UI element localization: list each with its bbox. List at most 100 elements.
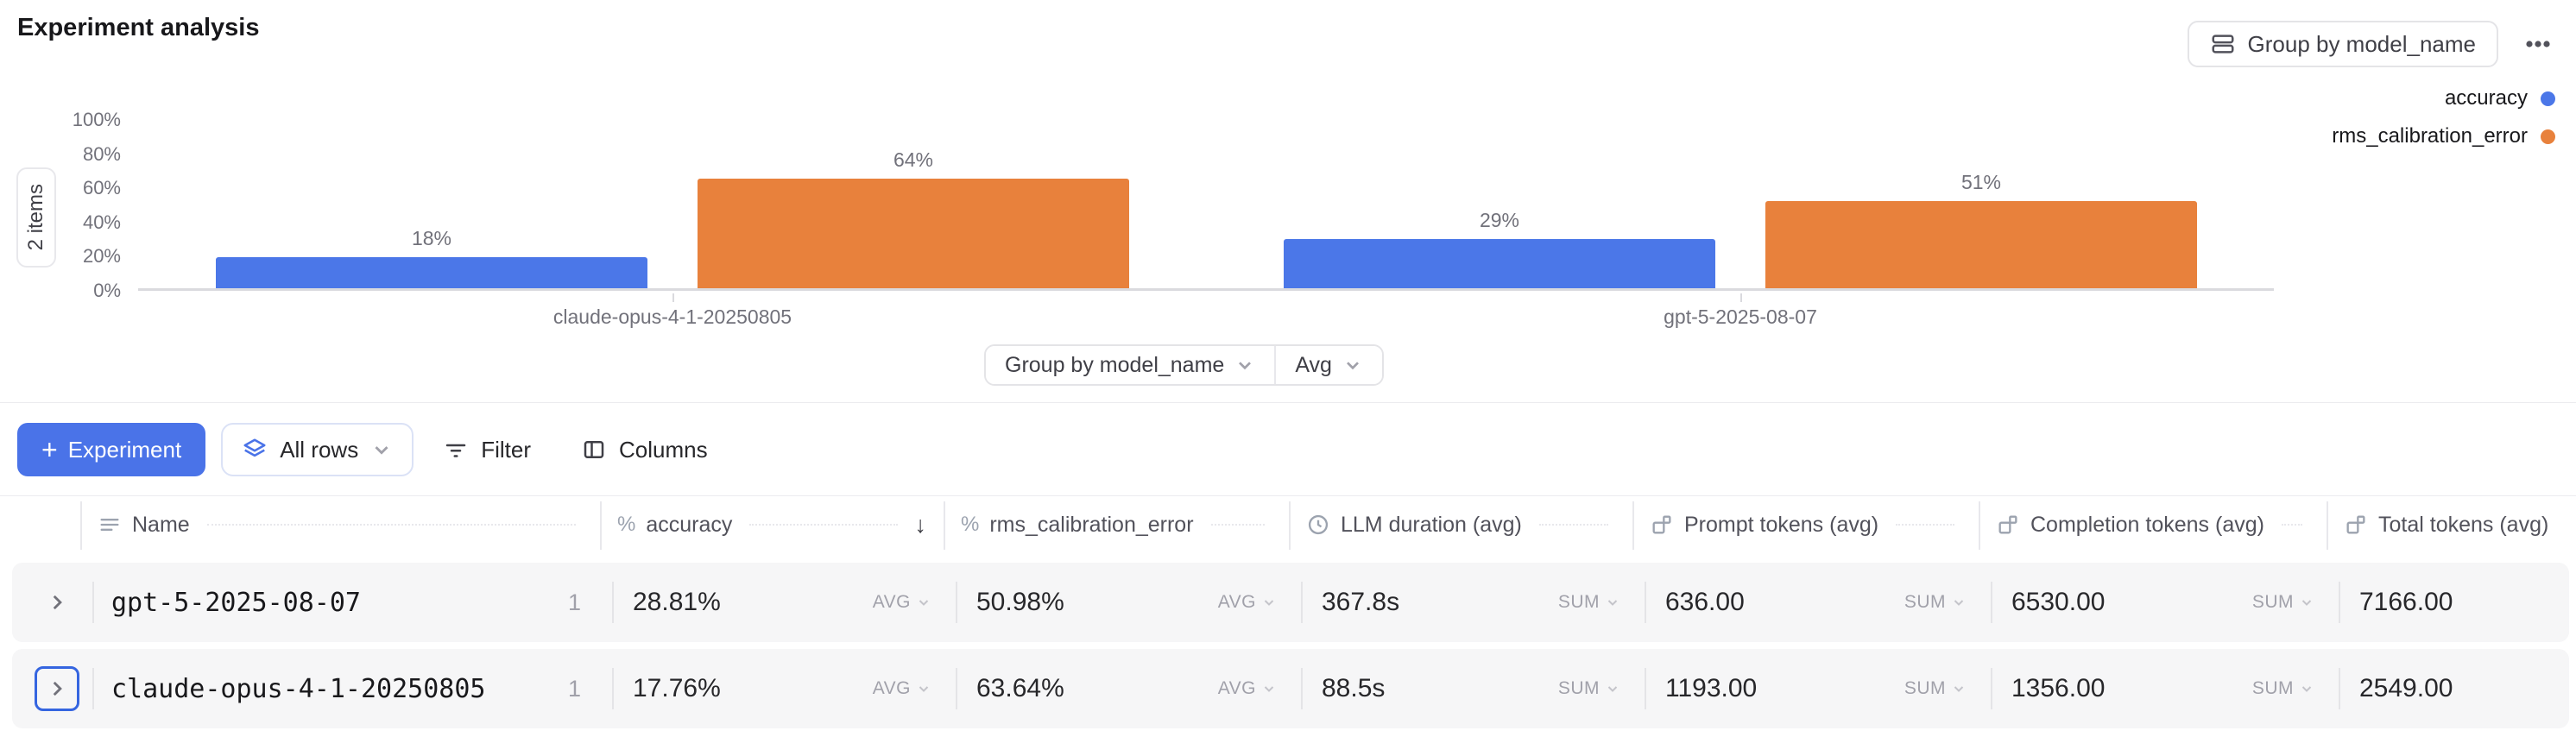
filter-label: Filter	[481, 436, 531, 463]
legend-label: rms_calibration_error	[2332, 124, 2528, 148]
y-axis-labels: 0% 20% 40% 60% 80% 100%	[0, 109, 121, 301]
cell-value: 88.5s	[1322, 674, 1386, 702]
experiment-name: claude-opus-4-1-20250805	[111, 673, 486, 704]
y-axis-label: 60%	[82, 177, 121, 199]
chart-controls: Group by model_name Avg	[984, 344, 1384, 386]
column-label: rms_calibration_error	[989, 512, 1194, 537]
aggregation-label: SUM	[2251, 678, 2294, 698]
items-count-badge[interactable]: 2 items	[16, 167, 56, 268]
row-count: 1	[567, 675, 581, 702]
bar-accuracy[interactable]	[1284, 239, 1715, 288]
column-label: Name	[132, 512, 190, 537]
cell-value: 367.8s	[1322, 588, 1400, 616]
chevron-down-icon	[1954, 600, 1964, 606]
column-label: Total tokens (avg)	[2378, 512, 2549, 537]
y-axis-label: 80%	[82, 142, 121, 165]
prompt-tokens-cell: 636.00 SUM	[1645, 563, 1991, 642]
column-header-prompt-tokens[interactable]: Prompt tokens (avg)	[1632, 498, 1979, 551]
add-experiment-label: Experiment	[67, 436, 182, 463]
cell-value: 636.00	[1665, 588, 1745, 616]
ellipsis-icon	[2526, 41, 2550, 47]
y-axis-label: 0%	[93, 280, 121, 301]
legend-item[interactable]: accuracy	[2445, 86, 2555, 110]
cell-value: 7166.00	[2359, 588, 2453, 616]
chevron-right-icon	[53, 681, 62, 696]
y-axis-label: 100%	[72, 109, 121, 130]
aggregation-dropdown[interactable]: AVG	[873, 592, 931, 613]
chevron-down-icon	[1239, 362, 1252, 370]
aggregation-dropdown[interactable]: AVG	[1218, 678, 1277, 699]
column-header-rms-calibration-error[interactable]: % rms_calibration_error	[944, 498, 1289, 551]
filter-icon	[443, 437, 469, 463]
sort-desc-icon[interactable]: ↓	[914, 511, 927, 538]
aggregation-dropdown[interactable]: AVG	[873, 678, 931, 699]
header-leader	[1896, 524, 1954, 526]
bar-rms_calibration_error[interactable]	[698, 179, 1129, 288]
columns-button[interactable]: Columns	[560, 423, 729, 476]
bar-rms_calibration_error[interactable]	[1765, 201, 2197, 288]
chart-plot-area: 18% 64% claude-opus-4-1-20250805 29% 51% gpt-…	[138, 120, 2274, 328]
chart-aggregation-dropdown[interactable]: Avg	[1274, 346, 1382, 384]
column-label: LLM duration (avg)	[1341, 512, 1522, 537]
accuracy-cell: 17.76% AVG	[612, 649, 956, 728]
chart-group-by-dropdown[interactable]: Group by model_name	[986, 346, 1275, 384]
aggregation-dropdown[interactable]: SUM	[1558, 678, 1620, 699]
aggregation-label: AVG	[1217, 592, 1256, 612]
all-rows-dropdown[interactable]: All rows	[221, 423, 414, 476]
legend-item[interactable]: rms_calibration_error	[2332, 124, 2555, 148]
header-leader	[1210, 524, 1265, 526]
bar-value-label: 18%	[411, 227, 452, 249]
aggregation-dropdown[interactable]: SUM	[1558, 592, 1620, 613]
table-row[interactable]: gpt-5-2025-08-07 1 28.81% AVG 50.98% AVG…	[12, 563, 2569, 642]
column-header-name[interactable]: Name	[80, 498, 600, 551]
table-toolbar: + Experiment All rows Filter	[17, 423, 729, 476]
chevron-down-icon	[919, 686, 929, 692]
group-by-model-name-button[interactable]: Group by model_name	[2187, 21, 2498, 67]
column-header-total-tokens[interactable]: Total tokens (avg)	[2327, 498, 2576, 551]
aggregation-dropdown[interactable]: AVG	[1218, 592, 1277, 613]
llm-duration-cell: 367.8s SUM	[1301, 563, 1645, 642]
rms-calibration-error-cell: 50.98% AVG	[956, 563, 1301, 642]
columns-label: Columns	[618, 436, 708, 463]
chevron-down-icon	[1954, 686, 1964, 692]
column-header-accuracy[interactable]: % accuracy ↓	[600, 498, 944, 551]
y-axis-label: 20%	[82, 245, 121, 268]
column-label: Prompt tokens (avg)	[1684, 512, 1879, 537]
chevron-down-icon	[2301, 600, 2312, 606]
aggregation-label: AVG	[1217, 678, 1256, 698]
cell-value: 1356.00	[2011, 674, 2106, 702]
more-menu-button[interactable]	[2521, 27, 2555, 61]
y-axis-label: 40%	[82, 211, 121, 233]
bar-accuracy[interactable]	[216, 257, 647, 288]
filter-button[interactable]: Filter	[422, 423, 552, 476]
column-header-llm-duration[interactable]: LLM duration (avg)	[1289, 498, 1632, 551]
experiment-name: gpt-5-2025-08-07	[111, 587, 361, 618]
table-row[interactable]: claude-opus-4-1-20250805 1 17.76% AVG 63…	[12, 649, 2569, 728]
column-header-completion-tokens[interactable]: Completion tokens (avg)	[1979, 498, 2327, 551]
header-leader	[206, 524, 576, 526]
total-tokens-cell: 7166.00	[2339, 563, 2569, 642]
x-axis-tick	[672, 293, 674, 302]
llm-duration-cell: 88.5s SUM	[1301, 649, 1645, 728]
legend-dot	[2541, 91, 2555, 106]
prompt-tokens-cell: 1193.00 SUM	[1645, 649, 1991, 728]
aggregation-dropdown[interactable]: SUM	[1904, 678, 1967, 699]
chevron-down-icon	[919, 600, 929, 606]
tokens-icon	[1650, 513, 1674, 537]
aggregation-dropdown[interactable]: SUM	[2252, 678, 2314, 699]
percent-icon: %	[617, 513, 636, 536]
expand-row-button[interactable]	[35, 666, 79, 711]
aggregation-dropdown[interactable]: SUM	[2252, 592, 2314, 613]
columns-icon	[581, 437, 607, 463]
column-label: accuracy	[646, 512, 733, 537]
aggregation-dropdown[interactable]: SUM	[1904, 592, 1967, 613]
chevron-right-icon	[53, 595, 62, 610]
bar-value-label: 64%	[893, 148, 934, 171]
header-leader	[2281, 524, 2302, 526]
topbar-actions: Group by model_name	[2187, 21, 2555, 67]
name-cell: gpt-5-2025-08-07 1	[92, 563, 612, 642]
aggregation-label: SUM	[1557, 592, 1600, 612]
add-experiment-button[interactable]: + Experiment	[17, 423, 206, 476]
expand-row-button[interactable]	[35, 580, 79, 625]
tokens-icon	[1996, 513, 2020, 537]
